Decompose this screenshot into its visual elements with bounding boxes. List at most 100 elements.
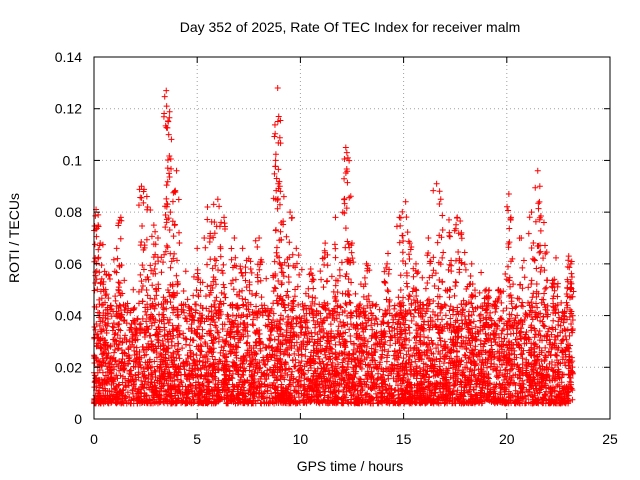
data-point xyxy=(190,360,197,367)
data-point xyxy=(532,381,539,388)
data-point xyxy=(553,383,560,390)
data-point xyxy=(244,332,251,339)
data-point xyxy=(495,374,502,381)
data-point xyxy=(403,351,410,358)
data-point xyxy=(170,304,177,311)
data-point xyxy=(100,350,107,357)
data-point xyxy=(487,309,494,316)
data-point xyxy=(435,300,442,307)
data-point xyxy=(537,310,544,317)
data-point xyxy=(210,393,217,400)
data-point xyxy=(338,259,345,266)
data-point xyxy=(332,351,339,358)
data-point xyxy=(463,285,470,292)
data-point xyxy=(357,301,364,308)
data-point xyxy=(347,299,354,306)
data-point xyxy=(549,344,556,351)
data-point xyxy=(152,368,159,375)
data-point xyxy=(170,309,177,316)
data-point xyxy=(282,307,289,314)
data-point xyxy=(456,367,463,374)
data-point xyxy=(210,364,217,371)
data-point xyxy=(425,378,432,385)
data-point xyxy=(302,328,309,335)
data-point xyxy=(123,336,130,343)
grid xyxy=(94,57,610,419)
data-point xyxy=(405,396,412,403)
data-point xyxy=(508,339,515,346)
data-point xyxy=(389,312,396,319)
data-point xyxy=(432,311,439,318)
data-point xyxy=(352,307,359,314)
data-point xyxy=(413,350,420,357)
data-point xyxy=(303,305,310,312)
data-point xyxy=(522,331,529,338)
data-point xyxy=(412,307,419,314)
data-point xyxy=(321,388,328,395)
data-point xyxy=(171,342,178,349)
data-point xyxy=(544,302,551,309)
data-point xyxy=(249,321,256,328)
data-point xyxy=(402,341,409,348)
data-point xyxy=(531,389,538,396)
data-point xyxy=(148,320,155,327)
data-point xyxy=(346,299,353,306)
data-point xyxy=(563,304,570,311)
data-point xyxy=(127,367,134,374)
data-point xyxy=(295,359,302,366)
data-point xyxy=(115,326,122,333)
data-point xyxy=(258,302,265,309)
data-point xyxy=(385,348,392,355)
data-point xyxy=(429,318,436,325)
data-point xyxy=(252,349,259,356)
data-point xyxy=(437,321,444,328)
data-point xyxy=(326,353,333,360)
data-point xyxy=(199,362,206,369)
data-point xyxy=(533,313,540,320)
data-point xyxy=(187,336,194,343)
data-point xyxy=(317,268,324,275)
data-point xyxy=(549,396,556,403)
data-point xyxy=(227,350,234,357)
data-point xyxy=(119,379,126,386)
data-point xyxy=(182,389,189,396)
data-point xyxy=(146,356,153,363)
data-point xyxy=(346,387,353,394)
data-point xyxy=(119,358,126,365)
data-point xyxy=(452,366,459,373)
data-point xyxy=(331,305,338,312)
data-point xyxy=(103,329,110,336)
data-point xyxy=(177,378,184,385)
data-point xyxy=(518,302,525,309)
data-point xyxy=(91,372,98,379)
data-point xyxy=(560,336,567,343)
data-point xyxy=(476,289,483,296)
data-point xyxy=(226,367,233,374)
data-point xyxy=(496,342,503,349)
data-point xyxy=(182,341,189,348)
data-point xyxy=(364,338,371,345)
data-point xyxy=(547,390,554,397)
data-point xyxy=(300,306,307,313)
data-point xyxy=(182,268,189,275)
data-point xyxy=(459,372,466,379)
data-point xyxy=(206,307,213,314)
data-point xyxy=(397,386,404,393)
data-point xyxy=(320,325,327,332)
data-point xyxy=(130,331,137,338)
data-point xyxy=(478,361,485,368)
data-point xyxy=(169,378,176,385)
data-point xyxy=(217,308,224,315)
data-point xyxy=(138,377,145,384)
data-point xyxy=(406,306,413,313)
data-point xyxy=(338,323,345,330)
data-point xyxy=(565,341,572,348)
data-point xyxy=(394,326,401,333)
data-point xyxy=(564,302,571,309)
data-point xyxy=(148,302,155,309)
data-point xyxy=(293,339,300,346)
data-point xyxy=(212,297,219,304)
data-point xyxy=(354,303,361,310)
data-point xyxy=(552,326,559,333)
data-point xyxy=(502,366,509,373)
